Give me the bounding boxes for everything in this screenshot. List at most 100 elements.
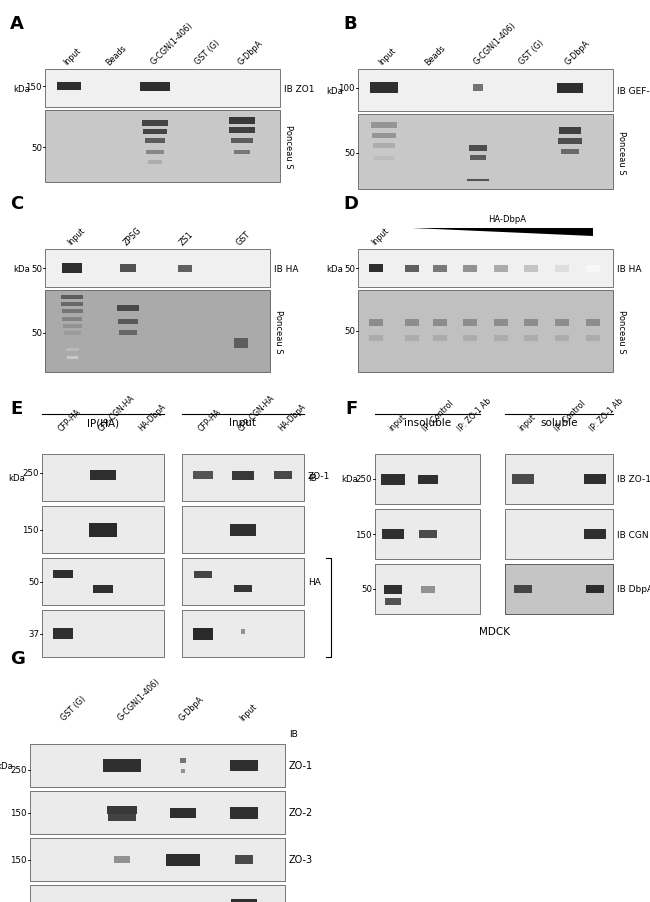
Bar [463,265,477,272]
Text: ZO-3: ZO-3 [289,854,313,864]
Bar [385,598,401,605]
Text: G-CGN(1-406): G-CGN(1-406) [471,21,517,67]
Bar [372,133,395,138]
Bar [231,139,254,143]
Bar [90,471,116,481]
Text: 250: 250 [10,766,27,775]
Text: ZO-1: ZO-1 [308,471,330,480]
Bar [66,356,77,359]
Bar [382,529,404,539]
Bar [193,628,213,640]
Text: GST (G): GST (G) [194,39,222,67]
Bar [148,161,162,165]
Bar [45,70,280,108]
Bar [469,145,487,152]
Bar [234,339,248,349]
Text: 50: 50 [31,328,42,337]
Bar [584,529,606,539]
Bar [177,265,192,272]
Bar [358,115,613,189]
Bar [586,336,599,341]
Bar [66,348,79,351]
Bar [404,320,419,327]
Bar [561,150,579,155]
Text: 50: 50 [28,577,39,586]
Bar [229,128,255,134]
Text: G: G [10,649,25,667]
Text: HA: HA [308,577,321,586]
Bar [64,339,79,344]
Bar [42,455,164,502]
Text: kDa: kDa [0,761,14,770]
Bar [381,474,405,485]
Bar [42,506,164,554]
Polygon shape [411,229,593,236]
Bar [433,265,447,272]
Bar [170,807,196,817]
Bar [117,306,139,312]
Text: 150: 150 [356,529,372,538]
Text: IB ZO-1: IB ZO-1 [617,475,650,484]
Bar [421,586,434,593]
Text: ZS1: ZS1 [178,229,196,247]
Bar [30,885,285,902]
Text: IB HA: IB HA [617,264,642,273]
Text: 50: 50 [31,143,42,152]
Text: 250: 250 [356,475,372,484]
Bar [505,565,613,614]
Bar [463,336,477,341]
Text: IB: IB [308,474,317,483]
Bar [232,471,254,480]
Bar [586,265,599,272]
Bar [586,320,599,327]
Text: Input: Input [66,226,86,247]
Bar [108,815,136,821]
Bar [182,558,304,605]
Text: 50: 50 [361,584,372,594]
Bar [525,265,538,272]
Bar [182,611,304,658]
Bar [558,139,582,145]
Bar [231,898,257,902]
Bar [42,611,164,658]
Text: Beads: Beads [423,43,447,67]
Text: IP: ZO-1 Ab: IP: ZO-1 Ab [588,396,625,433]
Bar [241,630,245,634]
Bar [375,565,480,614]
Text: Ponceau S: Ponceau S [617,310,626,354]
Text: kDa: kDa [14,264,31,273]
Bar [144,130,168,135]
Text: 100: 100 [339,84,355,93]
Bar [555,265,569,272]
Bar [370,123,396,129]
Text: D: D [343,195,358,213]
Text: Beads: Beads [105,43,128,67]
Text: kDa: kDa [8,474,25,483]
Text: IB: IB [289,730,298,739]
Text: 50: 50 [344,264,355,273]
Bar [558,128,580,135]
Bar [473,86,483,92]
Text: Input: Input [229,418,257,428]
Bar [555,320,569,327]
Bar [62,325,81,328]
Bar [470,156,486,161]
Bar [89,523,117,537]
Text: GST (G): GST (G) [59,694,88,723]
Text: kDa: kDa [326,264,343,273]
Text: IB GEF-H1: IB GEF-H1 [617,87,650,96]
Text: Ponceau S: Ponceau S [284,125,293,169]
Bar [584,474,606,484]
Text: CFP-CGN-HA: CFP-CGN-HA [97,392,136,433]
Text: 50: 50 [344,150,355,159]
Text: 50: 50 [344,327,355,336]
Text: Input: Input [238,702,259,723]
Bar [505,510,613,559]
Bar [45,250,270,288]
Bar [358,250,613,288]
Bar [374,156,393,161]
Bar [230,760,258,771]
Text: kDa: kDa [14,85,31,94]
Text: GST (G): GST (G) [517,39,545,67]
Text: ZO-2: ZO-2 [289,807,313,817]
